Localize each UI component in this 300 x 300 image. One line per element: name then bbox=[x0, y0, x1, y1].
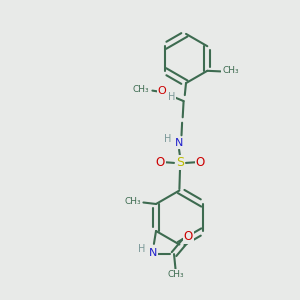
Text: CH₃: CH₃ bbox=[222, 66, 239, 75]
Text: H: H bbox=[168, 92, 175, 102]
Text: H: H bbox=[164, 134, 172, 144]
Text: O: O bbox=[158, 86, 166, 97]
Text: S: S bbox=[176, 156, 184, 170]
Text: N: N bbox=[149, 248, 157, 258]
Text: CH₃: CH₃ bbox=[124, 197, 141, 206]
Text: N: N bbox=[175, 138, 183, 148]
Text: CH₃: CH₃ bbox=[167, 270, 184, 279]
Text: O: O bbox=[196, 156, 205, 169]
Text: H: H bbox=[138, 244, 146, 254]
Text: CH₃: CH₃ bbox=[133, 85, 149, 94]
Text: O: O bbox=[184, 230, 193, 244]
Text: O: O bbox=[156, 156, 165, 169]
